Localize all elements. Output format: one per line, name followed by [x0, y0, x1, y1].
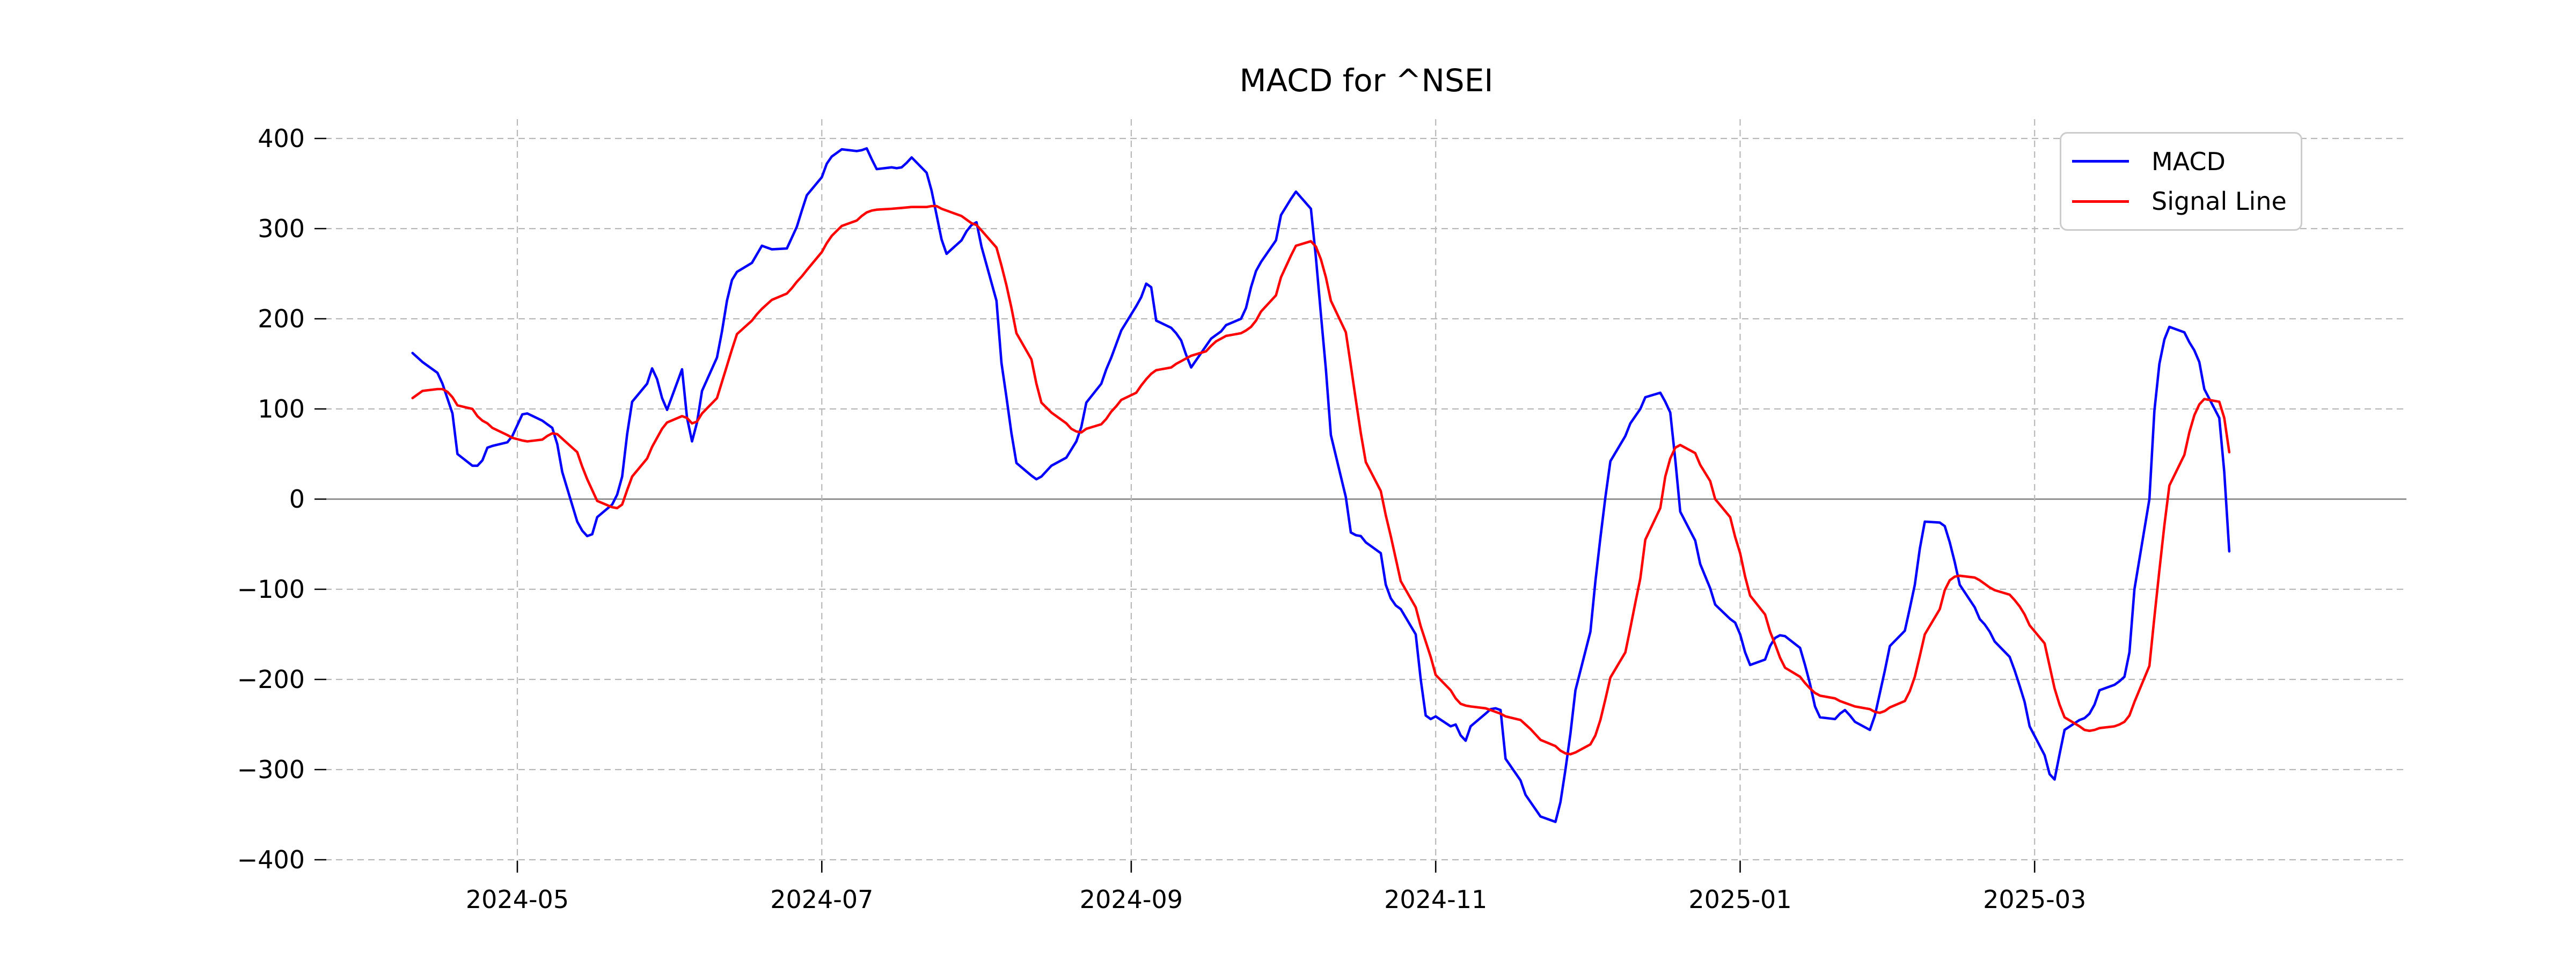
x-tick-label: 2024-11 — [1384, 885, 1487, 914]
x-tick-label: 2024-05 — [466, 885, 569, 914]
y-tick-label: 300 — [258, 214, 305, 243]
legend-label-signal: Signal Line — [2151, 187, 2287, 216]
chart-title: MACD for ^NSEI — [1239, 62, 1494, 99]
y-tick-label: 100 — [258, 394, 305, 423]
signal-line-sample — [2072, 200, 2129, 203]
x-tick-label: 2025-01 — [1688, 885, 1791, 914]
y-tick-label: −100 — [237, 575, 305, 604]
y-tick-label: −400 — [237, 845, 305, 874]
legend-label-macd: MACD — [2151, 147, 2226, 176]
y-tick-label: −300 — [237, 755, 305, 784]
series-line-signal-line — [411, 204, 2231, 756]
x-tick-label: 2024-07 — [770, 885, 873, 914]
x-tick-label: 2025-03 — [1983, 885, 2086, 914]
y-tick-label: 0 — [289, 485, 305, 514]
y-tick-label: −200 — [237, 665, 305, 694]
y-tick-label: 200 — [258, 304, 305, 333]
y-tick-label: 400 — [258, 124, 305, 153]
legend: MACD Signal Line — [2060, 132, 2302, 231]
legend-item-signal: Signal Line — [2072, 189, 2301, 214]
series-line-macd — [411, 147, 2231, 823]
x-tick-label: 2024-09 — [1080, 885, 1183, 914]
legend-item-macd: MACD — [2072, 149, 2301, 174]
macd-line-sample — [2072, 160, 2129, 163]
